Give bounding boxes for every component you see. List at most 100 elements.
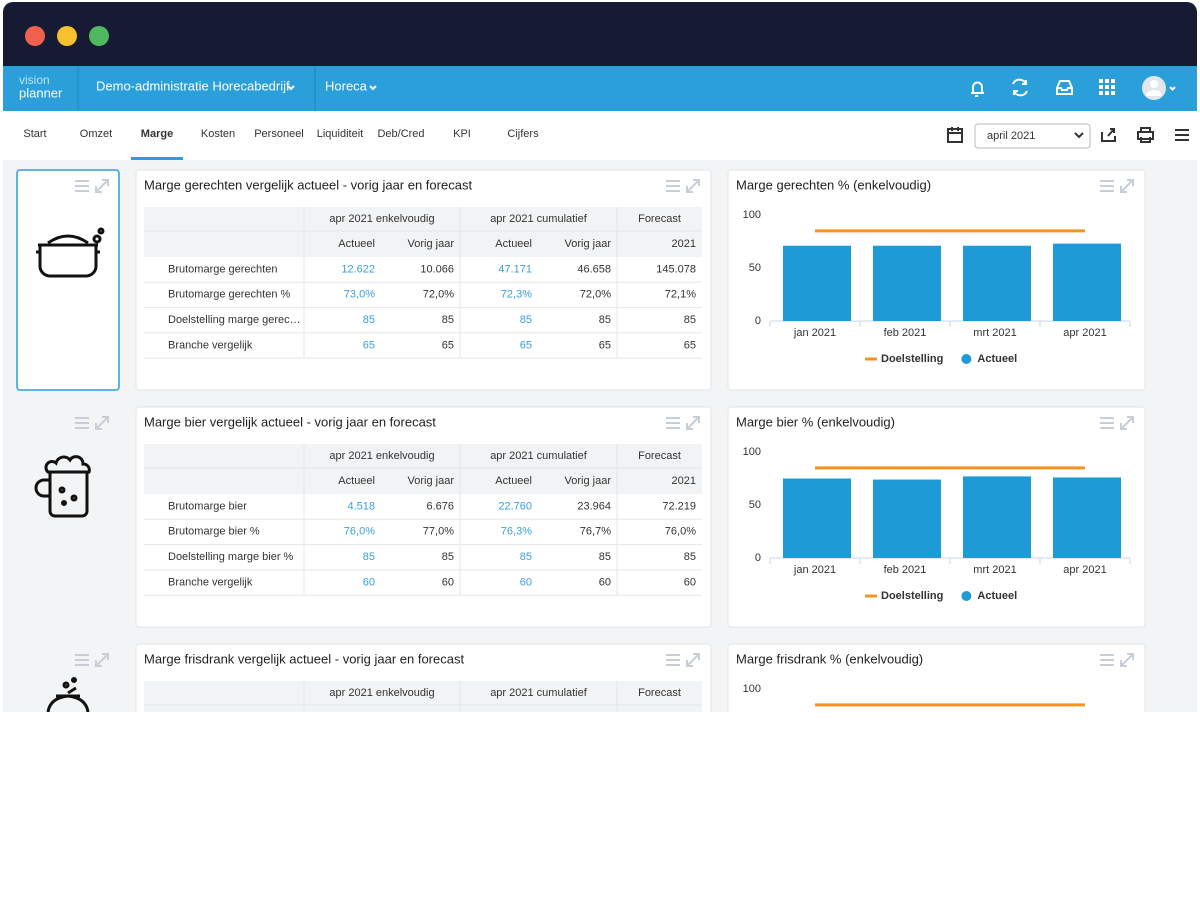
column-header: 2021 xyxy=(672,238,696,250)
cell: 47.171 xyxy=(498,263,532,275)
icon-card-selected[interactable] xyxy=(16,169,120,391)
expand-icon[interactable] xyxy=(95,179,109,193)
cell: 65 xyxy=(363,339,375,351)
cell: 77,0% xyxy=(423,526,454,538)
legend-label[interactable]: Doelstelling xyxy=(881,590,943,602)
close-button[interactable] xyxy=(25,26,45,46)
group-header: apr 2021 enkelvoudig xyxy=(329,687,434,699)
x-tick-label: jan 2021 xyxy=(793,564,836,576)
logo[interactable]: vision xyxy=(19,73,50,87)
print-icon[interactable] xyxy=(1137,127,1154,143)
panel-menu-icon[interactable] xyxy=(666,417,680,429)
tab[interactable]: Start xyxy=(23,128,46,140)
module-menu[interactable]: Horeca xyxy=(325,78,368,93)
row-label: Branche vergelijk xyxy=(168,576,253,588)
y-tick-label: 50 xyxy=(749,262,761,274)
refresh-icon[interactable] xyxy=(1012,78,1028,97)
chevron xyxy=(369,85,377,91)
panel-menu-icon[interactable] xyxy=(1100,180,1114,192)
inbox-icon[interactable] xyxy=(1056,80,1073,95)
tab[interactable]: Kosten xyxy=(201,128,235,140)
panel-menu-icon[interactable] xyxy=(75,180,89,192)
legend-label[interactable]: Actueel xyxy=(977,590,1017,602)
tab[interactable]: Liquiditeit xyxy=(317,128,363,140)
row-label: Brutomarge bier % xyxy=(168,526,260,538)
expand-icon[interactable] xyxy=(1120,179,1134,193)
pan-icon xyxy=(46,677,90,712)
tab[interactable]: Deb/Cred xyxy=(377,128,424,140)
cell: 85 xyxy=(684,314,696,326)
cell: 76,3% xyxy=(501,526,532,538)
panel-menu-icon[interactable] xyxy=(666,180,680,192)
content: Marge gerechten vergelijk actueel - vori… xyxy=(16,169,1146,712)
expand-icon[interactable] xyxy=(1120,416,1134,430)
panel-menu-icon[interactable] xyxy=(1100,417,1114,429)
row-label: Brutomarge gerechten xyxy=(168,263,277,275)
tab[interactable]: Marge xyxy=(141,128,173,140)
row-label: Doelstelling marge bier % xyxy=(168,551,294,563)
tab[interactable]: KPI xyxy=(453,128,471,140)
zoom-button[interactable] xyxy=(89,26,109,46)
cell: 60 xyxy=(599,576,611,588)
bell-icon[interactable] xyxy=(971,81,984,97)
calendar-icon[interactable] xyxy=(947,127,963,143)
y-tick-label: 50 xyxy=(749,499,761,511)
cell: 46.658 xyxy=(577,263,611,275)
group-header: apr 2021 enkelvoudig xyxy=(329,450,434,462)
cell: 60 xyxy=(442,576,454,588)
tab[interactable]: Omzet xyxy=(80,128,112,140)
group-header: Forecast xyxy=(638,687,681,699)
bar xyxy=(783,245,851,321)
tab[interactable]: Cijfers xyxy=(507,128,539,140)
expand-icon[interactable] xyxy=(686,653,700,667)
nav-bar xyxy=(3,66,1197,111)
company-menu[interactable]: Demo-administratie Horecabedrijf xyxy=(96,78,290,93)
group-header: apr 2021 enkelvoudig xyxy=(329,213,434,225)
cell: 85 xyxy=(363,314,375,326)
column-header: Vorig jaar xyxy=(408,238,455,250)
table-panel xyxy=(135,643,712,712)
group-header: Forecast xyxy=(638,450,681,462)
expand-icon[interactable] xyxy=(95,416,109,430)
cell: 76,0% xyxy=(665,526,696,538)
row-label: Doelstelling marge gerec… xyxy=(168,314,301,326)
cell: 85 xyxy=(520,314,532,326)
panel-menu-icon[interactable] xyxy=(75,417,89,429)
chevron xyxy=(287,85,295,91)
panel-menu-icon[interactable] xyxy=(666,654,680,666)
y-tick-label: 0 xyxy=(755,552,761,564)
legend-label[interactable]: Actueel xyxy=(977,353,1017,365)
column-header: Actueel xyxy=(495,475,532,487)
cell: 85 xyxy=(684,551,696,563)
active-tab-indicator xyxy=(131,157,183,160)
x-tick-label: jan 2021 xyxy=(793,327,836,339)
table-title: Marge bier vergelijk actueel - vorig jaa… xyxy=(144,414,436,429)
x-tick-label: feb 2021 xyxy=(884,327,927,339)
row-label: Branche vergelijk xyxy=(168,339,253,351)
apps-icon[interactable] xyxy=(1099,79,1115,95)
panel-menu-icon[interactable] xyxy=(75,654,89,666)
panel-menu-icon[interactable] xyxy=(1100,654,1114,666)
cell: 72,0% xyxy=(580,289,611,301)
tab[interactable]: Personeel xyxy=(254,128,304,140)
logo[interactable]: planner xyxy=(19,85,63,100)
legend-label[interactable]: Doelstelling xyxy=(881,353,943,365)
share-icon[interactable] xyxy=(1101,128,1116,142)
column-header: Actueel xyxy=(495,238,532,250)
x-tick-label: apr 2021 xyxy=(1063,327,1106,339)
cell: 73,0% xyxy=(344,289,375,301)
chart-panel xyxy=(727,643,1146,712)
bar xyxy=(1053,477,1121,558)
menu-icon[interactable] xyxy=(1175,129,1189,141)
cell: 65 xyxy=(520,339,532,351)
x-tick-label: mrt 2021 xyxy=(973,564,1016,576)
minimize-button[interactable] xyxy=(57,26,77,46)
expand-icon[interactable] xyxy=(686,179,700,193)
period-select[interactable] xyxy=(974,123,1091,149)
cell: 22.760 xyxy=(498,500,532,512)
expand-icon[interactable] xyxy=(686,416,700,430)
expand-icon[interactable] xyxy=(95,653,109,667)
expand-icon[interactable] xyxy=(1120,653,1134,667)
chart-title: Marge bier % (enkelvoudig) xyxy=(736,414,895,429)
